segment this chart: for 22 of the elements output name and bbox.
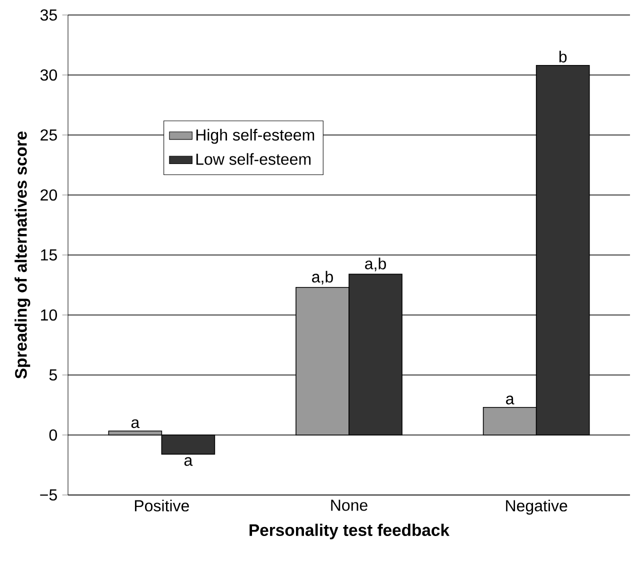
x-tick-label: Negative: [506, 500, 568, 515]
y-tick-label: 35: [40, 9, 57, 21]
x-axis-title: Personality test feedback: [250, 524, 450, 540]
annotation: a: [506, 396, 514, 404]
y-tick-label: 10: [41, 309, 57, 321]
x-tick-label: None: [331, 500, 368, 511]
y-axis-title: Spreading of alternatives score: [14, 131, 30, 379]
y-tick-label: 15: [41, 249, 57, 261]
annotation: a,b: [365, 258, 386, 272]
annotation: a: [184, 457, 193, 466]
y-tick-label: 30: [40, 69, 57, 81]
annotation: a,b: [312, 270, 333, 284]
y-tick-label: −5: [40, 489, 57, 501]
y-tick-label: 20: [40, 189, 57, 201]
y-tick-label: 5: [49, 369, 57, 381]
y-tick-label: 0: [49, 429, 57, 441]
x-tick-label: Positive: [134, 500, 189, 512]
annotation: b: [559, 50, 567, 62]
annotation: a: [131, 419, 140, 428]
legend-label: High self-esteem: [196, 128, 314, 144]
legend-label: Low self-esteem: [196, 153, 311, 165]
y-tick-label: 25: [40, 129, 57, 141]
